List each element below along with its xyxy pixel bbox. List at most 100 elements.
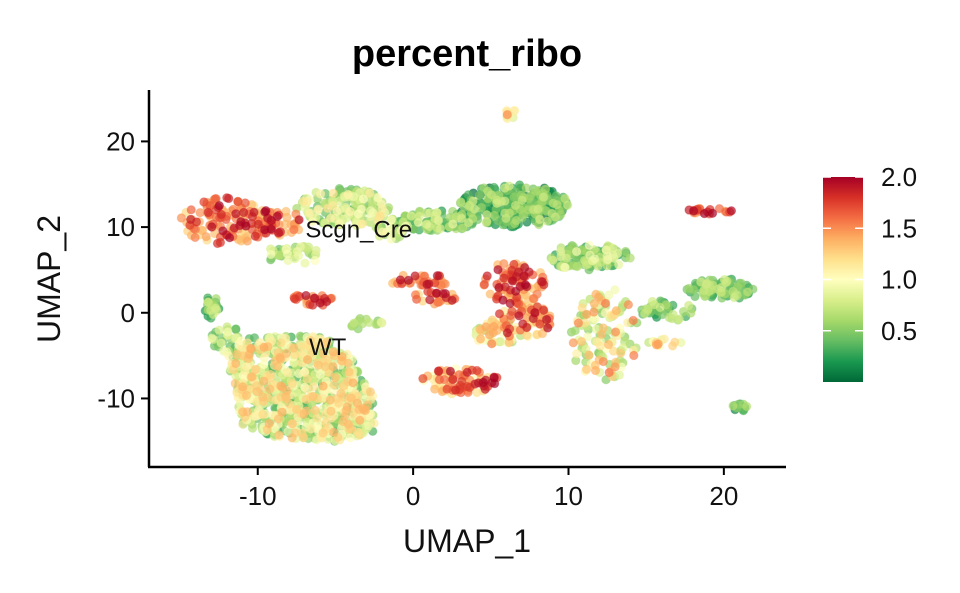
data-point	[357, 219, 367, 229]
data-point	[518, 319, 528, 329]
data-point	[310, 255, 320, 266]
data-point	[315, 189, 326, 199]
data-point	[500, 196, 510, 206]
data-point	[659, 334, 669, 344]
data-point	[230, 378, 240, 389]
data-point	[251, 364, 261, 375]
data-point	[241, 390, 252, 401]
data-point	[413, 217, 423, 228]
data-point	[299, 409, 309, 419]
data-point	[533, 204, 543, 214]
data-point	[456, 197, 466, 207]
data-point	[410, 271, 420, 281]
data-point	[364, 317, 374, 328]
data-point	[325, 395, 335, 405]
data-point	[321, 418, 331, 428]
data-point	[329, 427, 339, 437]
data-point	[563, 200, 573, 210]
data-point	[600, 298, 611, 309]
data-point	[207, 333, 217, 343]
data-point	[273, 414, 284, 424]
data-point	[306, 424, 316, 434]
data-point	[249, 333, 260, 343]
x-axis-title: UMAP_1	[403, 523, 531, 559]
data-point	[448, 219, 458, 229]
data-point	[326, 406, 336, 416]
data-point	[714, 204, 725, 214]
data-point	[494, 282, 504, 293]
data-point	[521, 183, 531, 193]
data-point	[499, 273, 509, 283]
data-point	[494, 309, 505, 319]
data-point	[701, 279, 711, 290]
data-point	[214, 201, 225, 211]
data-point	[395, 275, 406, 285]
data-point	[287, 419, 298, 429]
legend-tick-label: 0.5	[881, 316, 917, 346]
data-point	[352, 398, 363, 408]
x-axis-ticks: -10 0 10 20	[239, 467, 738, 511]
data-point	[336, 388, 346, 398]
data-point	[190, 232, 200, 243]
data-point	[214, 325, 224, 335]
data-point	[447, 295, 457, 305]
data-point	[216, 209, 227, 220]
data-point	[342, 402, 352, 412]
data-point	[207, 222, 217, 232]
data-point	[445, 366, 456, 376]
data-point	[719, 274, 730, 285]
data-point	[358, 403, 368, 414]
data-point	[478, 377, 488, 388]
data-point	[315, 298, 325, 308]
data-point	[240, 365, 250, 376]
data-point	[318, 428, 328, 438]
legend-tick-label: 2.0	[881, 162, 917, 192]
data-point	[458, 223, 468, 233]
data-point	[593, 292, 604, 302]
data-point	[406, 211, 416, 221]
data-point	[475, 334, 486, 344]
data-point	[368, 208, 378, 218]
data-point	[502, 110, 512, 120]
data-point	[277, 407, 287, 417]
data-point	[431, 288, 442, 298]
data-point	[275, 354, 286, 364]
data-point	[726, 206, 737, 216]
data-point	[590, 254, 600, 264]
data-point	[425, 208, 435, 218]
y-tick-label: 20	[106, 126, 135, 156]
cluster-annotations: Scgn_Cre WT	[305, 217, 412, 361]
data-point	[584, 240, 594, 251]
data-point	[343, 419, 354, 429]
data-point	[326, 213, 336, 223]
data-point	[520, 280, 531, 290]
data-point	[281, 348, 291, 359]
data-point	[346, 393, 356, 403]
data-point	[434, 374, 445, 385]
data-point	[231, 209, 241, 219]
data-point	[298, 432, 309, 443]
data-point	[435, 224, 446, 234]
data-point	[328, 362, 338, 372]
data-point	[318, 348, 328, 359]
data-point	[369, 418, 379, 428]
data-point	[649, 299, 660, 310]
data-point	[247, 372, 257, 382]
data-point	[421, 219, 432, 230]
data-point	[653, 339, 663, 349]
data-point	[355, 188, 365, 198]
data-point	[489, 321, 499, 332]
data-point	[474, 190, 485, 201]
data-point	[210, 303, 221, 313]
data-point	[345, 206, 355, 217]
data-point	[433, 297, 443, 307]
data-point	[469, 204, 480, 214]
data-point	[543, 323, 553, 333]
data-point	[396, 225, 407, 236]
data-point	[433, 215, 444, 226]
data-point	[276, 381, 286, 391]
data-point	[481, 322, 491, 332]
data-point	[604, 367, 614, 378]
data-point	[199, 197, 209, 207]
